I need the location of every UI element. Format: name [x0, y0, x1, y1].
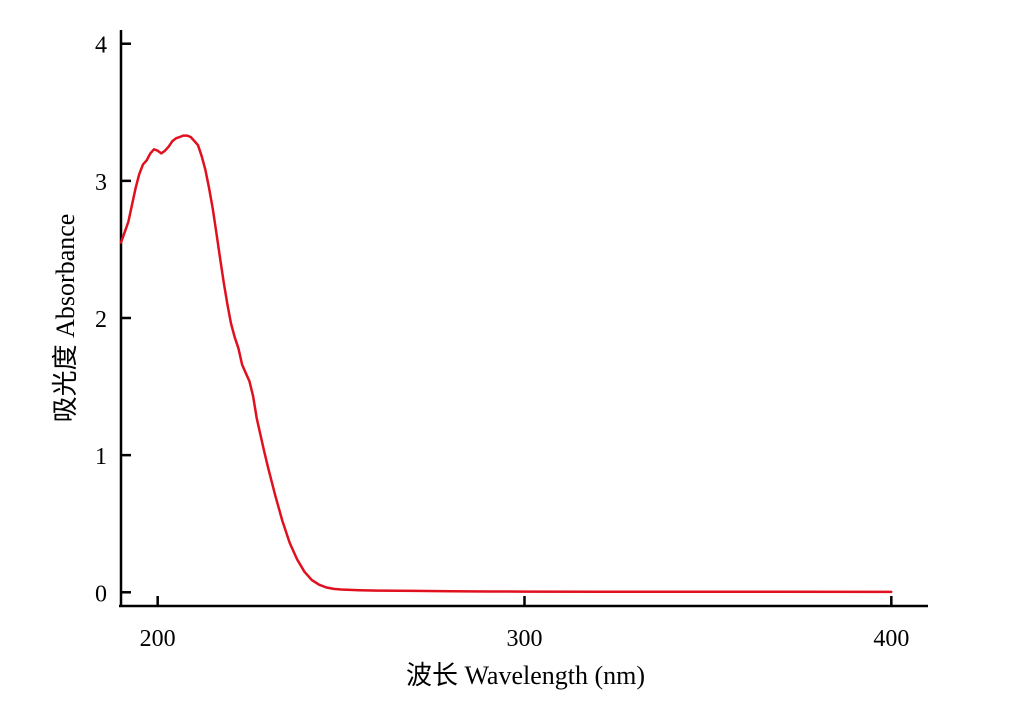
y-tick-label: 4: [95, 33, 107, 59]
y-tick-label: 2: [95, 307, 107, 333]
ticks: 200 300 400 0 1 2 3 4: [95, 33, 909, 652]
x-tick-label: 300: [507, 626, 543, 652]
absorbance-series-line: [119, 134, 893, 594]
axes: [119, 30, 928, 608]
series-layer: [119, 134, 893, 594]
y-tick-label: 3: [95, 170, 107, 196]
y-axis-label: 吸光度 Absorbance: [51, 214, 80, 423]
y-tick-label: 1: [95, 444, 107, 470]
x-axis-label: 波长 Wavelength (nm): [406, 661, 645, 690]
y-tick-label: 0: [95, 581, 107, 607]
x-tick-label: 400: [873, 626, 909, 652]
x-tick-label: 200: [140, 626, 176, 652]
